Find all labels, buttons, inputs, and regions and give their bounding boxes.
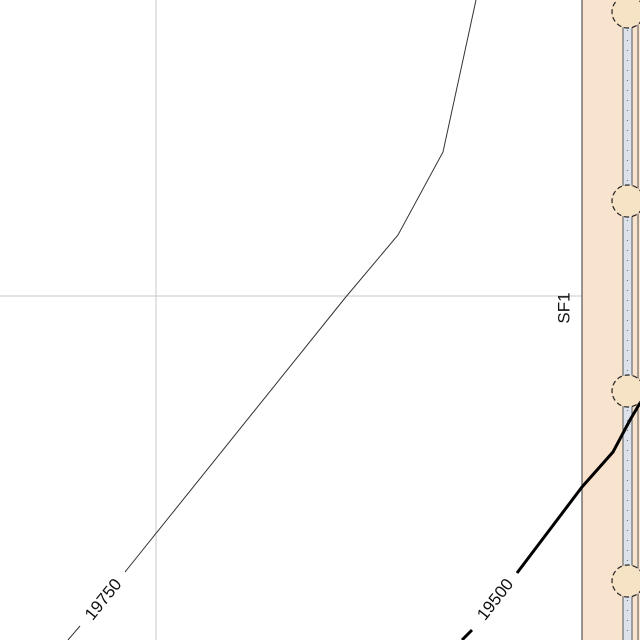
- pile-circle: [611, 184, 640, 218]
- pile-circle: [611, 564, 640, 598]
- contour-line-thin: [124, 0, 477, 573]
- contour-line-bold: [515, 402, 640, 574]
- contour-line-bold-end: [460, 628, 474, 640]
- structure-label: SF1: [554, 292, 573, 323]
- structure-strip: [581, 0, 640, 640]
- pile-circle: [611, 0, 640, 29]
- pile-circle: [611, 374, 640, 408]
- contour-line-thin-end: [67, 625, 81, 640]
- piles: [611, 0, 640, 598]
